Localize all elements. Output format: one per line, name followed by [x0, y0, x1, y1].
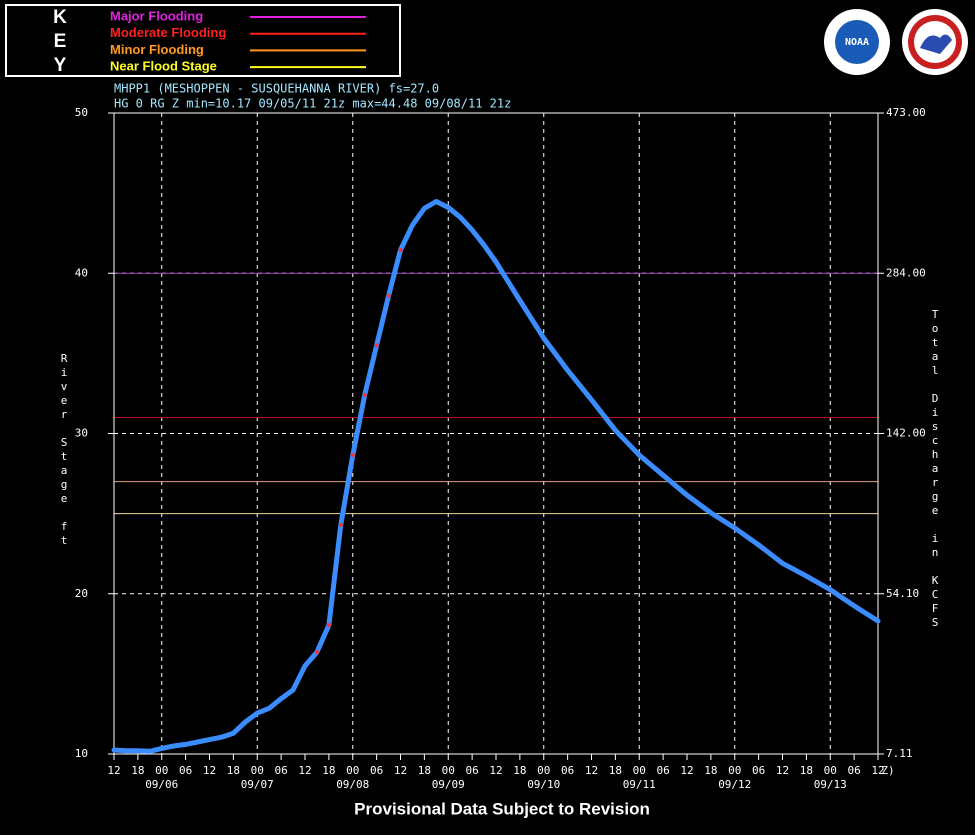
x-unit-label: Z)	[881, 764, 894, 777]
x-tick-label: 06	[561, 764, 574, 777]
x-date-label: 09/06	[145, 778, 178, 791]
observed-point	[362, 393, 367, 398]
key-label: Major Flooding	[110, 8, 203, 23]
x-tick-label: 06	[275, 764, 288, 777]
x-tick-label: 12	[394, 764, 407, 777]
noaa-text: NOAA	[845, 37, 869, 48]
x-tick-label: 12	[585, 764, 598, 777]
x-tick-label: 18	[131, 764, 144, 777]
x-tick-label: 12	[871, 764, 884, 777]
y-tick-label: 50	[75, 106, 88, 119]
x-date-label: 09/09	[432, 778, 465, 791]
x-tick-label: 00	[537, 764, 550, 777]
x-tick-label: 06	[179, 764, 192, 777]
x-tick-label: 06	[466, 764, 479, 777]
observed-point	[350, 453, 355, 458]
observed-point	[314, 650, 319, 655]
observed-point	[386, 293, 391, 298]
observed-point	[338, 522, 343, 527]
x-tick-label: 18	[227, 764, 240, 777]
key-label: Minor Flooding	[110, 42, 204, 57]
y-tick-label: 20	[75, 587, 88, 600]
x-tick-label: 00	[251, 764, 264, 777]
x-date-label: 09/12	[718, 778, 751, 791]
x-tick-label: 18	[418, 764, 431, 777]
observed-point	[398, 248, 403, 253]
y2-tick-label: 7.11	[886, 747, 913, 760]
x-tick-label: 00	[346, 764, 359, 777]
x-date-label: 09/13	[814, 778, 847, 791]
observed-point	[374, 343, 379, 348]
x-tick-label: 00	[824, 764, 837, 777]
x-tick-label: 00	[633, 764, 646, 777]
nws-logo-cloud	[920, 34, 952, 54]
noaa-logo-center	[835, 20, 879, 64]
x-date-label: 09/11	[623, 778, 656, 791]
x-tick-label: 12	[107, 764, 120, 777]
x-tick-label: 06	[848, 764, 861, 777]
x-tick-label: 18	[704, 764, 717, 777]
x-tick-label: 12	[489, 764, 502, 777]
y-tick-label: 10	[75, 747, 88, 760]
x-tick-label: 12	[776, 764, 789, 777]
y2-tick-label: 473.00	[886, 106, 926, 119]
x-tick-label: 18	[513, 764, 526, 777]
x-tick-label: 18	[800, 764, 813, 777]
key-label: Moderate Flooding	[110, 25, 226, 40]
footer: Provisional Data Subject to Revision	[354, 799, 650, 818]
x-tick-label: 06	[752, 764, 765, 777]
y2-tick-label: 54.10	[886, 587, 919, 600]
x-date-label: 09/10	[527, 778, 560, 791]
x-date-label: 09/07	[241, 778, 274, 791]
x-tick-label: 06	[657, 764, 670, 777]
x-date-label: 09/08	[336, 778, 369, 791]
observed-point	[326, 622, 331, 627]
y-tick-label: 30	[75, 427, 88, 440]
key-letter: K	[53, 7, 67, 28]
stage-line	[111, 199, 881, 754]
y2-tick-label: 142.00	[886, 427, 926, 440]
x-tick-label: 12	[680, 764, 693, 777]
x-tick-label: 00	[155, 764, 168, 777]
chart-subtitle: HG 0 RG Z min=10.17 09/05/11 21z max=44.…	[114, 97, 511, 111]
key-label: Near Flood Stage	[110, 59, 217, 74]
y-axis-label: River Stage ft	[58, 352, 71, 548]
x-tick-label: 12	[298, 764, 311, 777]
x-tick-label: 12	[203, 764, 216, 777]
key-box	[5, 4, 401, 77]
key-letter: E	[54, 31, 67, 52]
x-tick-label: 06	[370, 764, 383, 777]
x-tick-label: 00	[442, 764, 455, 777]
y2-axis-label: Total Discharge in KCFS	[929, 308, 942, 630]
y2-tick-label: 284.00	[886, 266, 926, 279]
x-tick-label: 00	[728, 764, 741, 777]
x-tick-label: 18	[609, 764, 622, 777]
y-tick-label: 40	[75, 266, 88, 279]
key-letter: Y	[54, 55, 67, 76]
x-tick-label: 18	[322, 764, 335, 777]
chart-title: MHPP1 (MESHOPPEN - SUSQUEHANNA RIVER) fs…	[114, 82, 439, 96]
